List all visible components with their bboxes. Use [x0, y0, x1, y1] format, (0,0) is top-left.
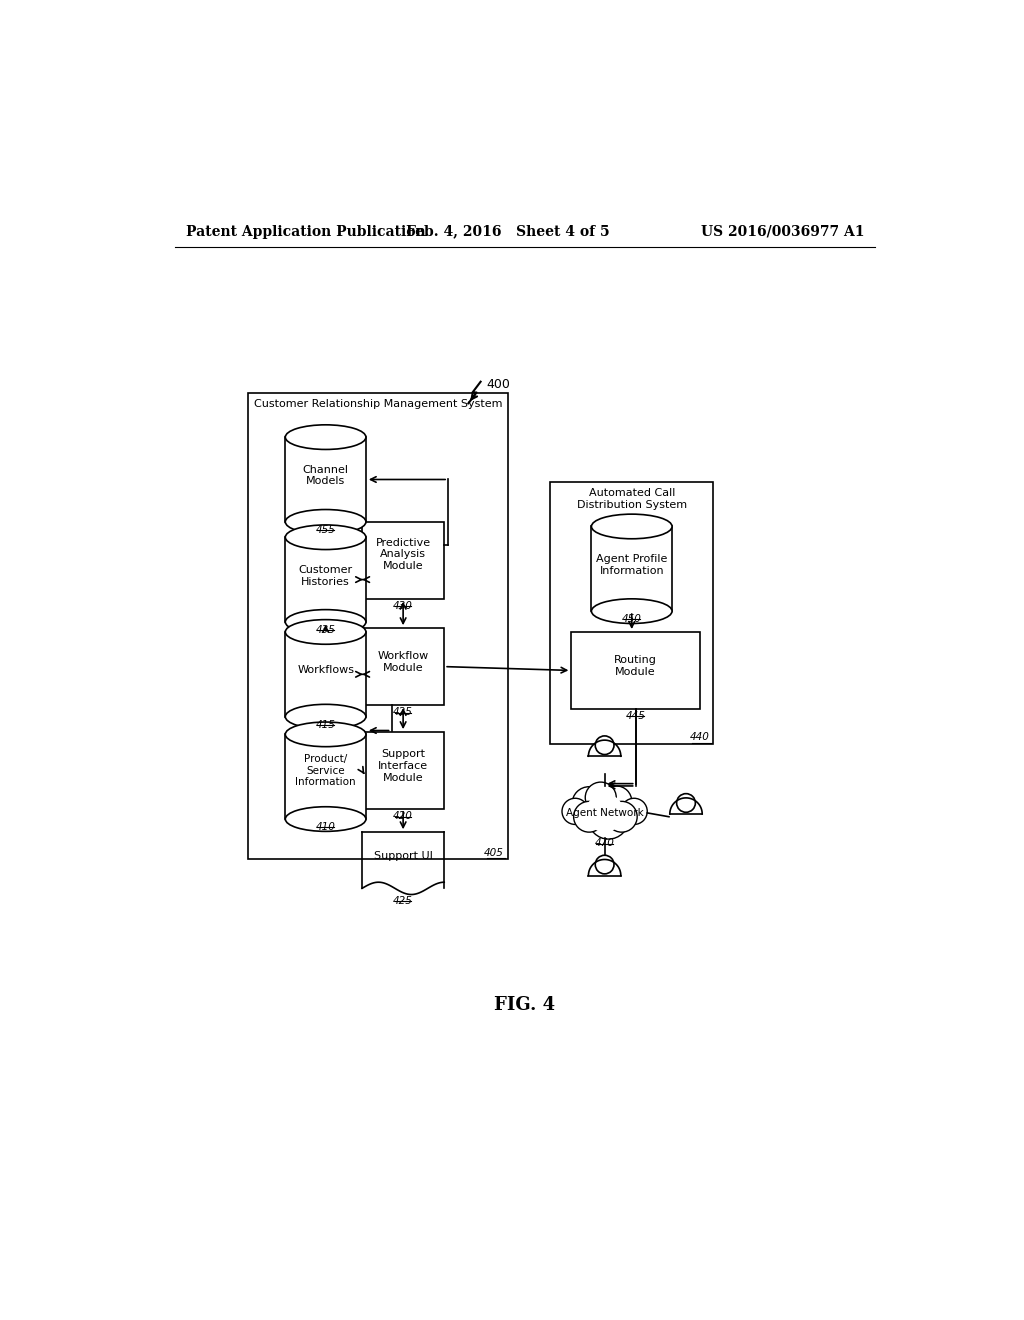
- Text: Workflows: Workflows: [297, 665, 354, 676]
- Ellipse shape: [286, 510, 366, 535]
- Text: 440: 440: [689, 733, 710, 742]
- Text: 410: 410: [315, 822, 336, 832]
- Text: Agent Network: Agent Network: [565, 808, 643, 818]
- Text: US 2016/0036977 A1: US 2016/0036977 A1: [700, 224, 864, 239]
- Circle shape: [621, 799, 647, 825]
- Text: Channel
Models: Channel Models: [303, 465, 348, 487]
- Text: 415: 415: [315, 719, 336, 730]
- Circle shape: [562, 799, 589, 825]
- Circle shape: [586, 781, 616, 813]
- Circle shape: [589, 799, 629, 840]
- Text: 420: 420: [393, 812, 413, 821]
- Bar: [248, 393, 508, 859]
- Text: Routing
Module: Routing Module: [614, 655, 657, 677]
- Text: Customer Relationship Management System: Customer Relationship Management System: [254, 400, 503, 409]
- Circle shape: [595, 737, 614, 755]
- Bar: [286, 734, 366, 818]
- Bar: [571, 632, 700, 709]
- Text: 435: 435: [315, 626, 336, 635]
- Circle shape: [677, 793, 695, 812]
- Text: 450: 450: [622, 614, 642, 624]
- Ellipse shape: [286, 525, 366, 549]
- Text: 405: 405: [484, 847, 504, 858]
- Bar: [550, 482, 713, 743]
- Text: 425: 425: [393, 896, 413, 906]
- Ellipse shape: [592, 513, 672, 539]
- Text: FIG. 4: FIG. 4: [495, 997, 555, 1014]
- Text: Agent Profile
Information: Agent Profile Information: [596, 554, 668, 576]
- Bar: [362, 733, 444, 809]
- Ellipse shape: [286, 722, 366, 747]
- Circle shape: [572, 787, 606, 821]
- Bar: [592, 527, 672, 611]
- Circle shape: [606, 801, 637, 832]
- Bar: [286, 632, 366, 717]
- Text: Automated Call
Distribution System: Automated Call Distribution System: [577, 488, 687, 510]
- Text: Support UI: Support UI: [374, 850, 432, 861]
- Ellipse shape: [286, 705, 366, 729]
- Ellipse shape: [286, 425, 366, 450]
- Bar: [286, 437, 366, 521]
- Text: Support
Interface
Module: Support Interface Module: [378, 750, 428, 783]
- Text: Workflow
Module: Workflow Module: [378, 651, 429, 673]
- Text: 425: 425: [393, 708, 413, 717]
- Text: Feb. 4, 2016   Sheet 4 of 5: Feb. 4, 2016 Sheet 4 of 5: [406, 224, 609, 239]
- Text: Patent Application Publication: Patent Application Publication: [186, 224, 426, 239]
- Text: Customer
Histories: Customer Histories: [299, 565, 352, 586]
- Text: 430: 430: [393, 601, 413, 611]
- Text: 455: 455: [315, 525, 336, 535]
- Ellipse shape: [286, 610, 366, 635]
- Text: 445: 445: [626, 711, 645, 721]
- Text: 400: 400: [486, 378, 511, 391]
- Bar: [286, 537, 366, 622]
- Bar: [362, 521, 444, 599]
- Ellipse shape: [286, 619, 366, 644]
- Ellipse shape: [592, 599, 672, 623]
- Circle shape: [573, 801, 604, 832]
- Ellipse shape: [286, 807, 366, 832]
- Text: Predictive
Analysis
Module: Predictive Analysis Module: [376, 537, 431, 570]
- Circle shape: [595, 855, 614, 874]
- Circle shape: [601, 785, 632, 817]
- Text: 470: 470: [595, 838, 614, 849]
- Text: Product/
Service
Information: Product/ Service Information: [295, 754, 356, 787]
- Bar: [362, 628, 444, 705]
- Circle shape: [586, 793, 624, 832]
